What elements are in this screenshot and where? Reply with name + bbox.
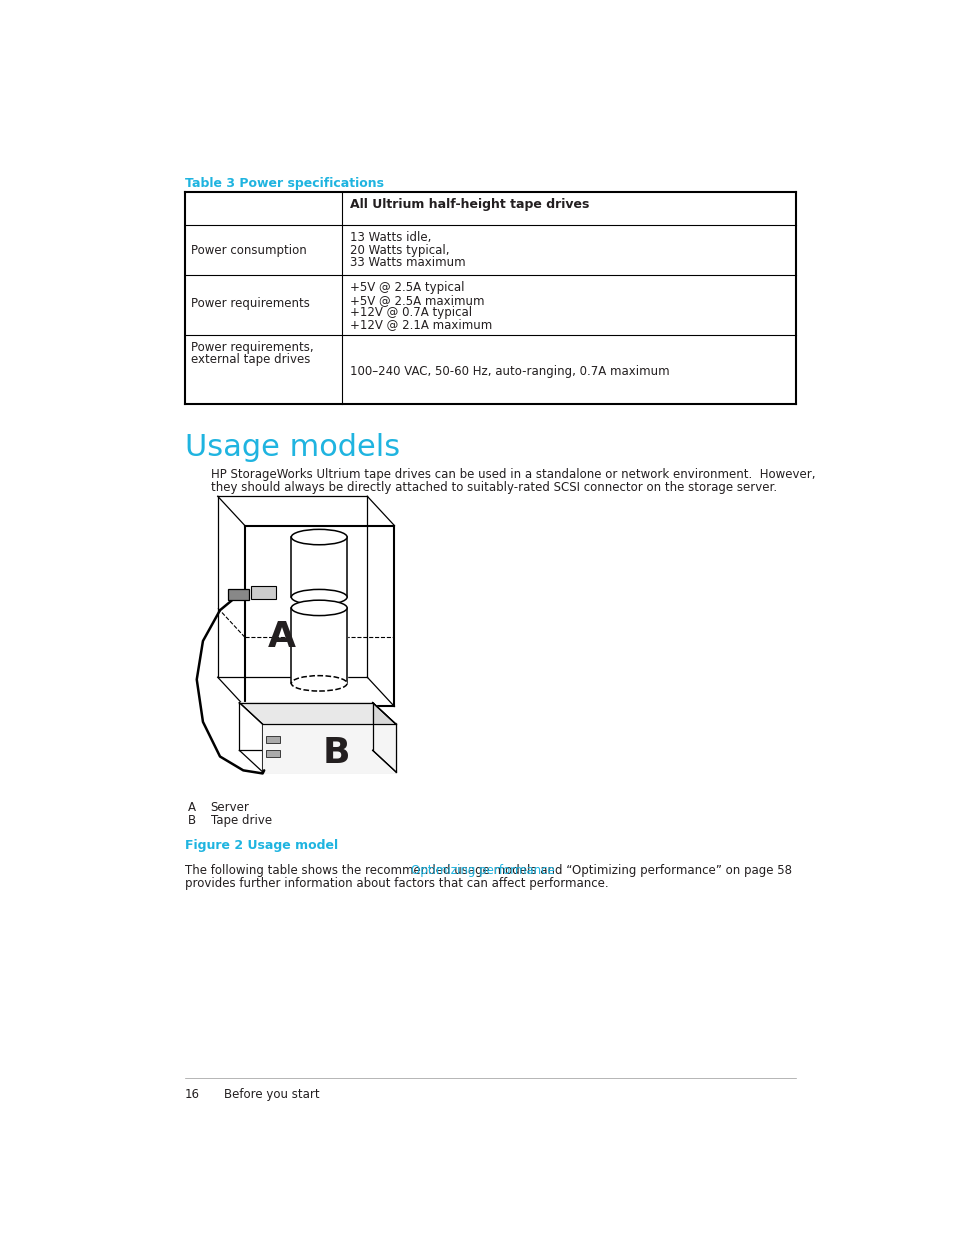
Polygon shape (239, 703, 395, 724)
Text: Figure 2 Usage model: Figure 2 Usage model (185, 839, 338, 852)
Text: 20 Watts typical,: 20 Watts typical, (350, 243, 449, 257)
Bar (266, 736, 280, 742)
Ellipse shape (291, 676, 347, 692)
Text: All Ultrium half-height tape drives: All Ultrium half-height tape drives (350, 199, 589, 211)
Text: 100–240 VAC, 50-60 Hz, auto-ranging, 0.7A maximum: 100–240 VAC, 50-60 Hz, auto-ranging, 0.7… (350, 364, 669, 378)
Polygon shape (373, 703, 395, 772)
Text: +5V @ 2.5A typical: +5V @ 2.5A typical (350, 282, 464, 294)
Text: +12V @ 2.1A maximum: +12V @ 2.1A maximum (350, 319, 492, 331)
Text: +5V @ 2.5A maximum: +5V @ 2.5A maximum (350, 294, 484, 306)
Text: HP StorageWorks Ultrium tape drives can be used in a standalone or network envir: HP StorageWorks Ultrium tape drives can … (211, 468, 815, 480)
Text: Server: Server (211, 802, 250, 814)
Text: Power requirements,: Power requirements, (192, 341, 314, 353)
Text: Power consumption: Power consumption (192, 245, 307, 257)
Text: external tape drives: external tape drives (192, 353, 311, 366)
Text: they should always be directly attached to suitably-rated SCSI connector on the : they should always be directly attached … (211, 480, 776, 494)
Text: provides further information about factors that can affect performance.: provides further information about facto… (185, 877, 608, 889)
Text: Table 3 Power specifications: Table 3 Power specifications (185, 178, 384, 190)
Text: 33 Watts maximum: 33 Watts maximum (350, 256, 465, 269)
Text: Before you start: Before you start (224, 1088, 319, 1100)
Ellipse shape (291, 589, 347, 605)
Text: Usage models: Usage models (185, 433, 400, 462)
Text: A: A (187, 802, 195, 814)
Text: Tape drive: Tape drive (211, 814, 272, 827)
Text: B: B (187, 814, 195, 827)
Bar (266, 751, 280, 757)
Text: A: A (268, 620, 295, 655)
Text: 13 Watts idle,: 13 Watts idle, (350, 231, 431, 245)
Text: Power requirements: Power requirements (192, 298, 310, 310)
Text: +12V @ 0.7A typical: +12V @ 0.7A typical (350, 306, 472, 319)
Polygon shape (262, 724, 395, 772)
Text: B: B (322, 736, 350, 769)
Ellipse shape (291, 600, 347, 615)
Bar (228, 589, 249, 600)
Ellipse shape (291, 530, 347, 545)
Bar (251, 585, 275, 599)
Text: 16: 16 (185, 1088, 200, 1100)
Text: Optimizing performance: Optimizing performance (410, 864, 554, 877)
Text: The following table shows the recommended usage models and “Optimizing performan: The following table shows the recommende… (185, 864, 791, 877)
